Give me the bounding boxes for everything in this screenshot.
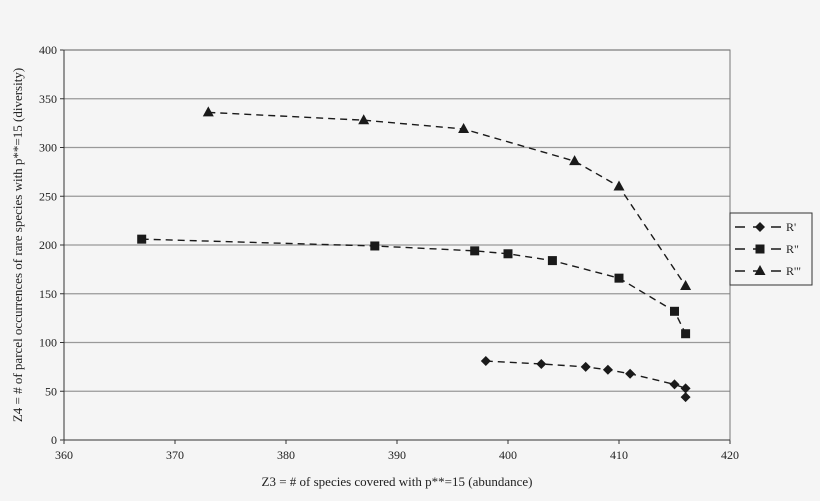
axes: 0 50 100 150 200 250 300 350 400 360 370 380 390 400 4… xyxy=(39,43,739,462)
series-2 xyxy=(137,234,691,339)
x-tick-label: 360 xyxy=(55,448,73,462)
data-point xyxy=(137,234,147,244)
data-point xyxy=(680,392,691,403)
data-point xyxy=(202,106,214,117)
series-3 xyxy=(202,106,692,290)
data-point xyxy=(580,361,591,372)
y-tick-label: 50 xyxy=(45,384,57,398)
data-point xyxy=(569,155,581,166)
data-point xyxy=(503,249,513,259)
data-point xyxy=(614,273,624,283)
series-group xyxy=(137,106,692,403)
x-tick-label: 410 xyxy=(610,448,628,462)
y-tick-label: 200 xyxy=(39,238,57,252)
x-axis-label: Z3 = # of species covered with p**=15 (a… xyxy=(262,474,533,489)
data-point xyxy=(370,241,380,251)
x-tick-label: 420 xyxy=(721,448,739,462)
gridlines xyxy=(64,49,730,392)
y-axis-label: Z4 = # of parcel occurrences of rare spe… xyxy=(10,68,25,422)
series-1 xyxy=(480,356,691,403)
legend-marker xyxy=(754,265,766,275)
legend-label: R" xyxy=(786,242,799,256)
data-point xyxy=(669,379,680,390)
x-tick-label: 400 xyxy=(499,448,517,462)
data-point xyxy=(602,364,613,375)
series-line xyxy=(141,238,687,335)
legend-label: R' xyxy=(786,220,796,234)
legend-marker xyxy=(755,244,765,254)
y-tick-label: 0 xyxy=(51,433,57,447)
legend-marker xyxy=(755,222,765,232)
series-line xyxy=(485,360,687,398)
y-tick-label: 350 xyxy=(39,92,57,106)
data-point xyxy=(681,329,691,339)
data-point xyxy=(625,368,636,379)
data-point xyxy=(458,122,470,133)
series-line xyxy=(208,111,687,287)
data-point xyxy=(470,246,480,256)
data-point xyxy=(547,256,557,266)
data-point xyxy=(480,356,491,367)
y-tick-label: 100 xyxy=(39,336,57,350)
y-tick-label: 400 xyxy=(39,43,57,57)
data-point xyxy=(670,306,679,316)
legend-label: R'" xyxy=(786,264,801,278)
data-point xyxy=(680,279,692,290)
x-tick-label: 380 xyxy=(277,448,295,462)
y-tick-label: 250 xyxy=(39,189,57,203)
data-point xyxy=(536,358,547,369)
y-tick-label: 300 xyxy=(39,141,57,155)
data-point xyxy=(358,114,370,125)
x-tick-label: 370 xyxy=(166,448,184,462)
y-tick-label: 150 xyxy=(39,287,57,301)
data-point xyxy=(613,180,625,191)
data-point xyxy=(680,383,691,394)
legend: R' R" R'" xyxy=(729,212,813,286)
x-tick-label: 390 xyxy=(388,448,406,462)
